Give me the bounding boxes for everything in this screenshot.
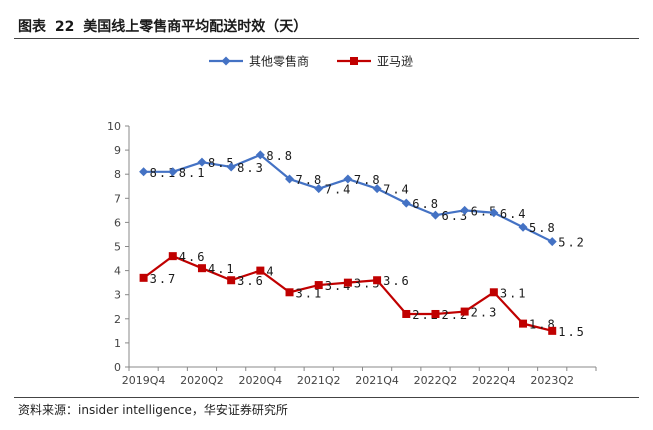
data-label: 3.1 — [500, 286, 528, 300]
legend-marker — [350, 57, 358, 65]
data-point — [227, 276, 236, 285]
y-tick-label: 6 — [114, 216, 121, 229]
data-point — [168, 167, 178, 177]
x-tick-label: 2019Q4 — [122, 374, 166, 387]
data-point — [197, 264, 206, 273]
data-label: 6.3 — [441, 209, 469, 223]
data-point — [256, 266, 265, 275]
data-point — [314, 184, 324, 194]
data-label: 5.8 — [529, 221, 557, 235]
data-point — [402, 309, 411, 318]
source-rule — [14, 397, 639, 398]
y-tick-label: 7 — [114, 192, 121, 205]
y-tick-label: 4 — [114, 265, 121, 278]
data-label: 7.4 — [325, 183, 353, 197]
y-tick-label: 1 — [114, 337, 121, 350]
data-label: 6.8 — [412, 197, 440, 211]
data-label: 6.4 — [500, 207, 528, 221]
data-point — [226, 162, 236, 172]
data-point — [460, 307, 469, 316]
figure-title: 图表 22 美国线上零售商平均配送时效（天） — [18, 16, 307, 36]
data-label: 8.8 — [266, 149, 294, 163]
data-label: 3.6 — [237, 274, 265, 288]
data-label: 4.1 — [208, 262, 236, 276]
data-label: 3.1 — [296, 286, 324, 300]
data-point — [139, 167, 149, 177]
data-label: 3.6 — [383, 274, 411, 288]
data-label: 7.4 — [383, 183, 411, 197]
data-point — [547, 237, 557, 247]
y-tick-label: 9 — [114, 144, 121, 157]
data-point — [460, 205, 470, 215]
data-point — [519, 319, 528, 328]
x-tick-label: 2022Q2 — [414, 374, 458, 387]
x-tick-label: 2021Q4 — [355, 374, 399, 387]
data-point — [314, 281, 323, 290]
data-label: 7.8 — [354, 173, 382, 187]
data-point — [197, 157, 207, 167]
data-point — [285, 288, 294, 297]
y-tick-label: 3 — [114, 289, 121, 302]
data-point — [168, 252, 177, 261]
data-point — [548, 326, 557, 335]
data-point — [139, 273, 148, 282]
data-point — [430, 210, 440, 220]
data-label: 8.3 — [237, 161, 265, 175]
data-label: 2.3 — [471, 306, 499, 320]
data-label: 1.5 — [558, 325, 586, 339]
data-point — [518, 222, 528, 232]
x-tick-label: 2020Q2 — [180, 374, 224, 387]
figure-title-text: 美国线上零售商平均配送时效（天） — [83, 19, 308, 35]
data-point — [255, 150, 265, 160]
y-tick-label: 5 — [114, 241, 121, 254]
data-point — [489, 208, 499, 218]
data-label: 7.8 — [296, 173, 324, 187]
x-tick-label: 2020Q4 — [239, 374, 283, 387]
x-tick-label: 2023Q2 — [530, 374, 574, 387]
figure-label: 图表 — [18, 19, 46, 35]
x-tick-label: 2021Q2 — [297, 374, 341, 387]
x-tick-label: 2022Q4 — [472, 374, 516, 387]
data-label: 3.7 — [150, 272, 178, 286]
legend-label: 亚马逊 — [377, 55, 413, 69]
title-rule — [14, 38, 639, 39]
data-label: 4.6 — [179, 250, 207, 264]
y-tick-label: 10 — [107, 120, 121, 133]
y-tick-label: 2 — [114, 313, 121, 326]
data-label: 5.2 — [558, 236, 586, 250]
data-point — [372, 184, 382, 194]
data-label: 6.5 — [471, 204, 499, 218]
data-label: 8.1 — [179, 166, 207, 180]
data-label: 4 — [266, 265, 275, 279]
legend-label: 其他零售商 — [249, 54, 309, 69]
data-point — [401, 198, 411, 208]
data-point — [373, 276, 382, 285]
data-point — [343, 278, 352, 287]
source-note: 资料来源：insider intelligence，华安证券研究所 — [18, 403, 288, 417]
y-tick-label: 8 — [114, 168, 121, 181]
data-point — [489, 288, 498, 297]
data-point — [431, 309, 440, 318]
y-tick-label: 0 — [114, 361, 121, 374]
legend-marker — [221, 56, 231, 66]
figure-number: 22 — [54, 19, 75, 35]
data-point — [343, 174, 353, 184]
data-point — [285, 174, 295, 184]
data-label: 8.1 — [150, 166, 178, 180]
